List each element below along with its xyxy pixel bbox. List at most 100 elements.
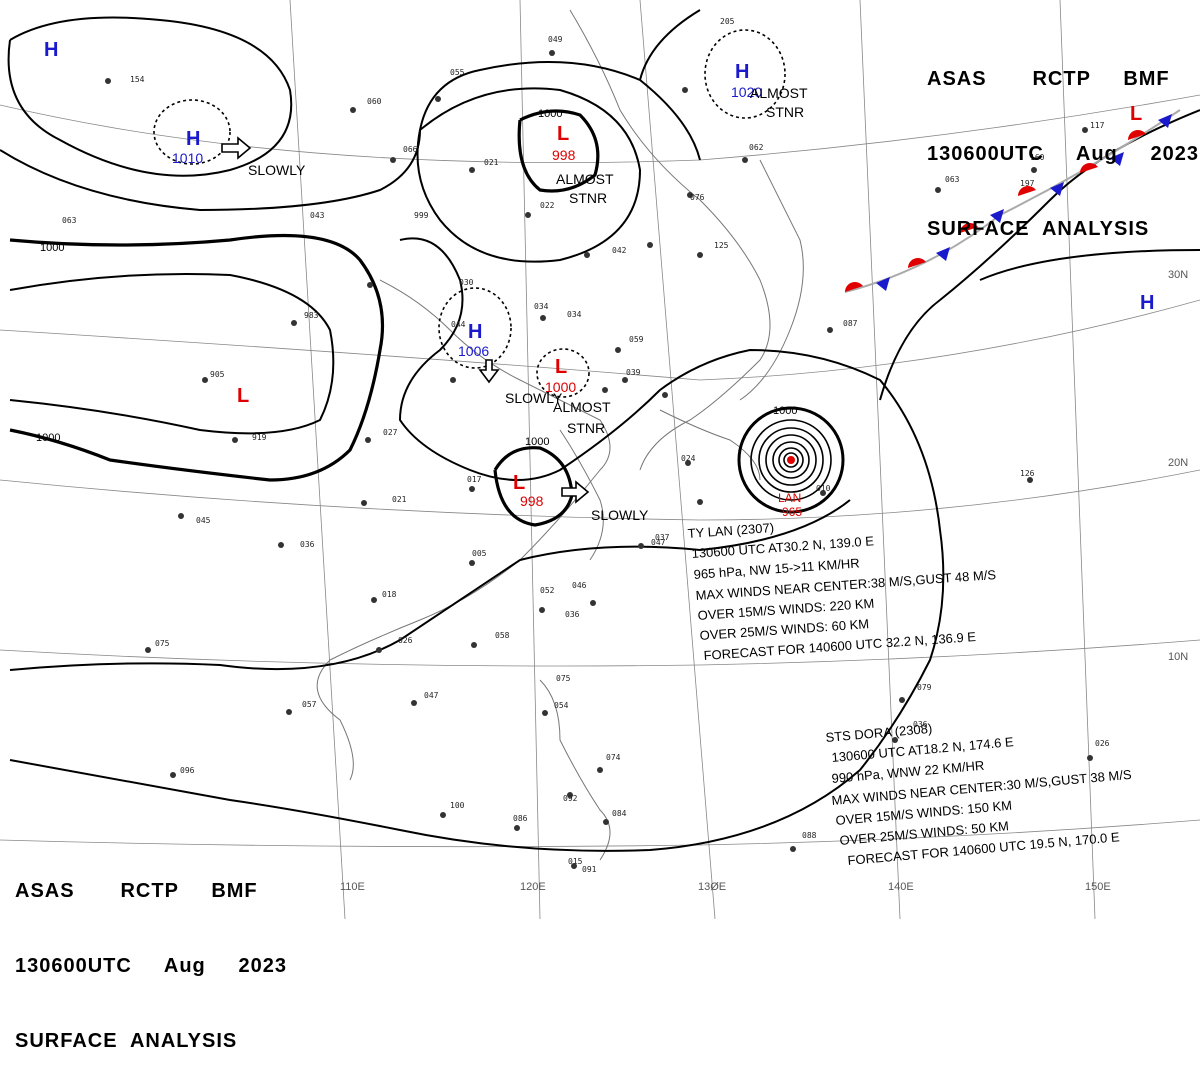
lon-label-140e: 140E (888, 881, 914, 893)
low-center-mid-value: 1000 (545, 379, 576, 395)
station-value: 039 (626, 368, 641, 377)
isobar-labels: 1000 1000 1000 1000 1000 (36, 108, 797, 448)
typhoon-lan-symbol (787, 456, 795, 464)
low-center-north-value: 998 (552, 147, 576, 163)
station-value: 005 (472, 549, 487, 558)
motion-label: ALMOST (556, 171, 614, 187)
high-center-mid: H (468, 321, 482, 343)
station-value: 022 (540, 201, 555, 210)
isobars (0, 9, 1200, 852)
station-value: 063 (945, 175, 960, 184)
station-value: 087 (843, 319, 858, 328)
station-value: 021 (484, 158, 499, 167)
low-center-tibet: L (237, 385, 249, 407)
graticule (0, 0, 1200, 919)
motion-label: SLOWLY (591, 507, 649, 523)
footer-line-2: 130600UTC Aug 2023 (15, 955, 288, 977)
front-cold-marks (876, 114, 1172, 291)
front-warm-marks (845, 130, 1146, 292)
station-value: 036 (913, 720, 928, 729)
station-value: 043 (310, 211, 325, 220)
high-center-nw: H (44, 39, 58, 61)
surface-analysis-map: 30N 20N 10N 110E 120E 13ØE 140E 150E 100… (0, 0, 1200, 919)
station-value: 919 (252, 433, 267, 442)
station-value: 036 (300, 540, 315, 549)
station-value: 026 (398, 636, 413, 645)
station-value: 052 (540, 586, 555, 595)
station-value: 075 (155, 639, 170, 648)
station-value: 126 (1020, 469, 1035, 478)
station-value: 047 (651, 538, 666, 547)
station-value: 058 (495, 631, 510, 640)
graticule-labels: 30N 20N 10N 110E 120E 13ØE 140E 150E (340, 269, 1188, 893)
lat-label-10n: 10N (1168, 651, 1188, 663)
station-value: 055 (450, 68, 465, 77)
isobar-label: 1000 (538, 108, 562, 120)
high-center-japan-value: 1020 (731, 84, 762, 100)
station-value: 054 (554, 701, 569, 710)
motion-label: STNR (567, 420, 605, 436)
isobar-label: 1000 (40, 242, 64, 254)
storm-info: STS DORA (2308) 130600 UTC AT18.2 N, 174… (825, 721, 1132, 868)
map-header: ASAS RCTP BMF 130600UTC Aug 2023 SURFACE… (927, 17, 1199, 267)
station-value: 160 (1030, 153, 1045, 162)
station-value: 042 (612, 246, 627, 255)
station-value: 096 (180, 766, 195, 775)
typhoon-info-line: TY LAN (2307) (687, 520, 774, 541)
movement-arrows (221, 136, 590, 504)
header-line-2: 130600UTC Aug 2023 (927, 143, 1200, 165)
station-value: 046 (572, 581, 587, 590)
station-value: 197 (1020, 179, 1035, 188)
motion-label: ALMOST (553, 399, 611, 415)
station-value: 017 (467, 475, 482, 484)
station-value: 079 (917, 683, 932, 692)
station-value: 086 (513, 814, 528, 823)
station-value: 075 (556, 674, 571, 683)
station-value: 024 (681, 454, 696, 463)
station-value: 018 (382, 590, 397, 599)
high-center-mid-value: 1006 (458, 343, 489, 359)
dashed-isobars (153, 29, 786, 398)
motion-label: SLOWLY (248, 162, 306, 178)
station-values: 049 055 060 066 021 022 999 043 063 983 … (62, 17, 1110, 874)
map-footer: ASAS RCTP BMF 130600UTC Aug 2023 SURFACE… (15, 829, 287, 1079)
station-value: 045 (196, 516, 211, 525)
station-value: 060 (367, 97, 382, 106)
station-value: 092 (563, 794, 578, 803)
footer-line-3: SURFACE ANALYSIS (15, 1030, 238, 1052)
typhoon-pressure: 965 (782, 505, 802, 519)
station-value: 117 (1090, 121, 1105, 130)
station-value: 088 (802, 831, 817, 840)
coastlines (316, 9, 804, 861)
station-value: 074 (606, 753, 621, 762)
low-center-south-value: 998 (520, 493, 544, 509)
isobar-label: 1000 (773, 405, 797, 417)
header-line-1: ASAS RCTP BMF (927, 68, 1170, 90)
low-center-ne: L (1130, 103, 1142, 125)
station-value: 999 (414, 211, 429, 220)
lon-label-150e: 150E (1085, 881, 1111, 893)
isobar-label: 1000 (36, 432, 60, 444)
low-center-south: L (513, 472, 525, 494)
station-value: 091 (582, 865, 597, 874)
high-center-west: H (186, 128, 200, 150)
station-value: 066 (403, 145, 418, 154)
station-value: 084 (612, 809, 627, 818)
station-value: 125 (714, 241, 729, 250)
lat-label-30n: 30N (1168, 269, 1188, 281)
motion-label: STNR (766, 104, 804, 120)
high-center-east: H (1140, 292, 1154, 314)
lon-label-120e: 120E (520, 881, 546, 893)
station-value: 034 (567, 310, 582, 319)
motion-label: ALMOST (750, 85, 808, 101)
motion-label: STNR (569, 190, 607, 206)
station-value: 021 (392, 495, 407, 504)
typhoon-lan-isobars (737, 406, 845, 514)
station-value: 057 (302, 700, 317, 709)
high-center-japan: H (735, 61, 749, 83)
header-line-3: SURFACE ANALYSIS (927, 218, 1150, 240)
station-value: 076 (690, 193, 705, 202)
annotations: SLOWLY SLOWLY SLOWLY ALMOST STNR ALMOST … (248, 85, 808, 523)
isobar-label: 1000 (525, 436, 549, 448)
station-value: 037 (655, 533, 670, 542)
